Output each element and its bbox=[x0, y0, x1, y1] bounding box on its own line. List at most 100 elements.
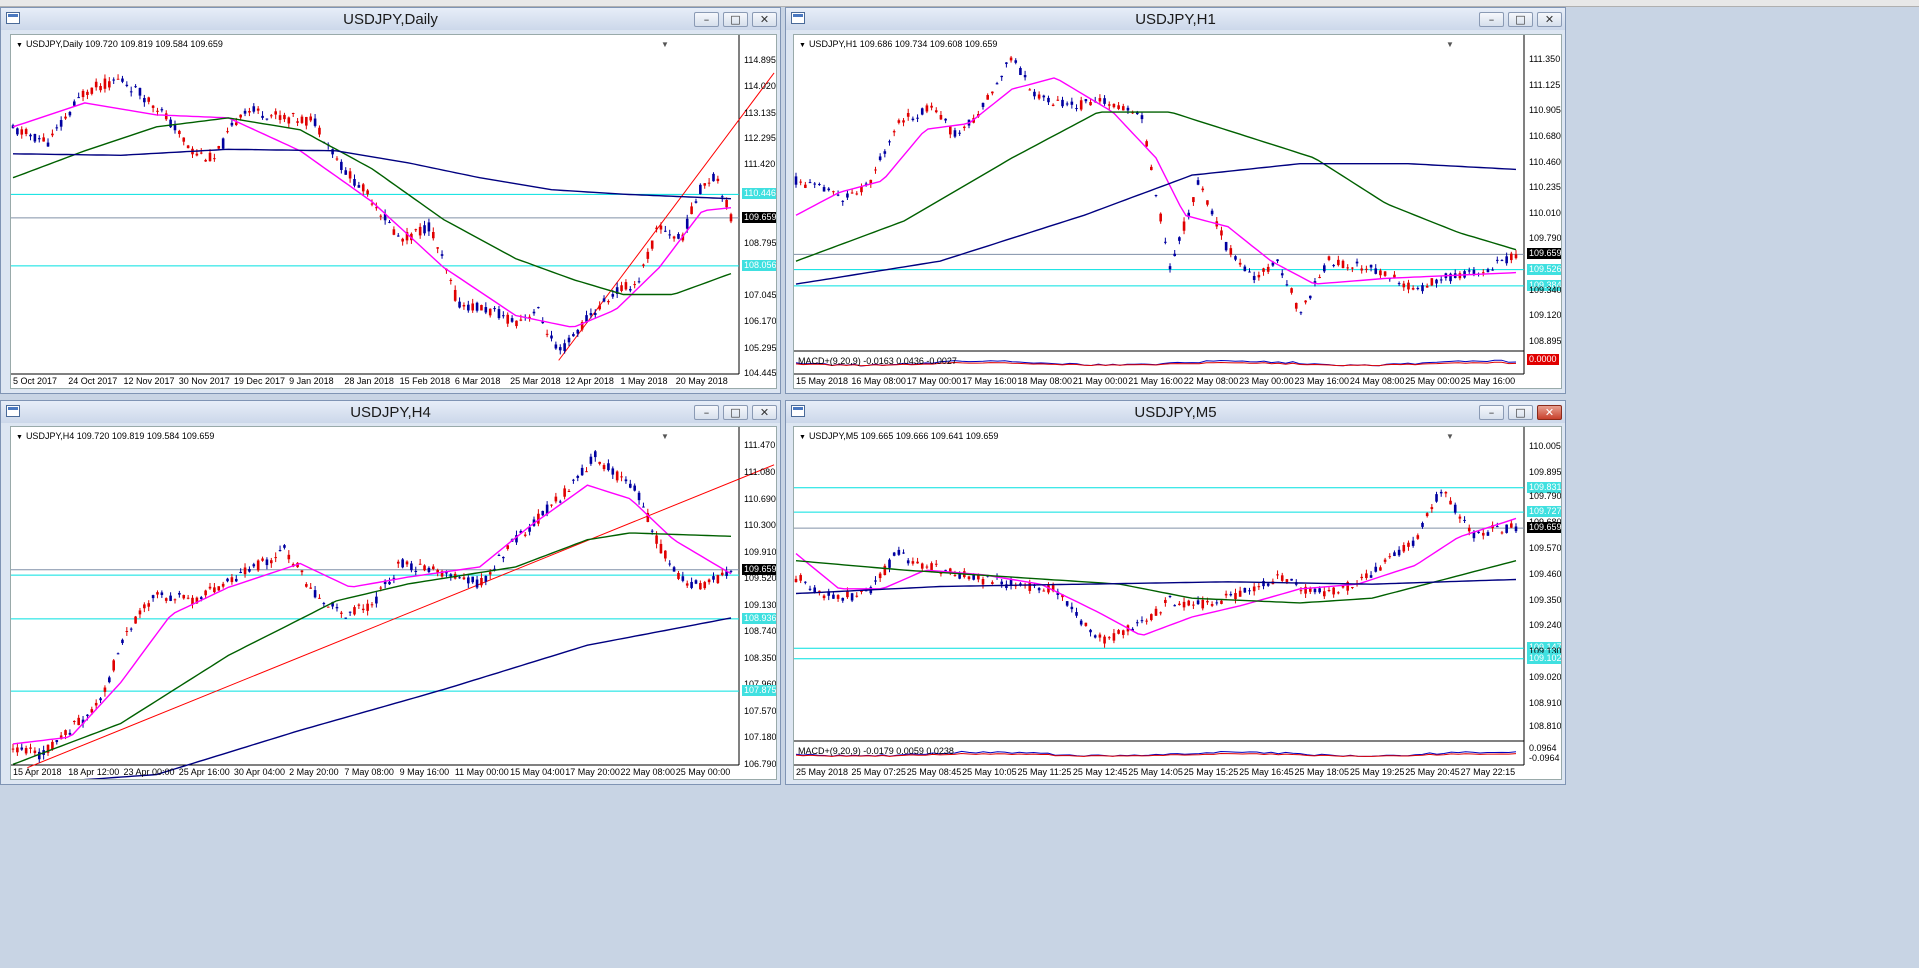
candle-body bbox=[1500, 532, 1504, 534]
level-price-label: 109.831 bbox=[1527, 481, 1562, 493]
candle-body bbox=[81, 719, 85, 724]
candle-body bbox=[37, 138, 41, 140]
candle-body bbox=[392, 577, 396, 579]
candle-body bbox=[1360, 268, 1364, 271]
close-button[interactable]: ✕ bbox=[752, 12, 777, 27]
price-chart[interactable]: ▼ USDJPY,Daily 109.720 109.819 109.584 10… bbox=[10, 34, 777, 389]
candle-body bbox=[278, 115, 282, 120]
window-titlebar[interactable]: USDJPY,H4 – □ ✕ bbox=[1, 401, 780, 423]
legend-dropdown-icon[interactable]: ▼ bbox=[799, 42, 806, 49]
candle-body bbox=[1495, 526, 1499, 528]
price-tick-label: 107.180 bbox=[744, 732, 777, 743]
maximize-button[interactable]: □ bbox=[723, 405, 748, 420]
candle-body bbox=[1430, 507, 1434, 510]
price-tick-label: 107.570 bbox=[744, 705, 777, 716]
candle-body bbox=[712, 576, 715, 580]
legend-dropdown-icon[interactable]: ▼ bbox=[16, 434, 23, 441]
price-tick-label: 109.520 bbox=[744, 573, 777, 584]
time-tick-label: 15 Feb 2018 bbox=[399, 376, 451, 386]
candle-body bbox=[414, 570, 418, 572]
candle-body bbox=[1453, 504, 1457, 513]
minimize-button[interactable]: – bbox=[694, 12, 719, 27]
legend-dropdown-icon[interactable]: ▼ bbox=[799, 434, 806, 441]
candle-body bbox=[1000, 75, 1004, 78]
candle-body bbox=[1365, 268, 1368, 270]
minimize-button[interactable]: – bbox=[694, 405, 719, 420]
candle-body bbox=[103, 78, 107, 89]
candle-body bbox=[1145, 620, 1148, 622]
price-tick-label: 111.470 bbox=[744, 440, 776, 451]
candle-body bbox=[169, 595, 172, 601]
candle-body bbox=[1009, 57, 1013, 61]
time-tick-label: 17 May 16:00 bbox=[962, 376, 1017, 386]
candle-body bbox=[1206, 600, 1209, 603]
candle-body bbox=[563, 488, 566, 497]
price-chart-canvas[interactable] bbox=[794, 35, 1562, 389]
time-tick-label: 25 May 12:45 bbox=[1072, 767, 1128, 777]
maximize-button[interactable]: □ bbox=[723, 12, 748, 27]
candle-body bbox=[234, 122, 238, 125]
price-chart-canvas[interactable] bbox=[11, 35, 777, 389]
candle-body bbox=[642, 264, 645, 266]
candle-body bbox=[278, 550, 282, 552]
price-tick-label: 108.740 bbox=[744, 626, 777, 637]
candle-body bbox=[361, 608, 365, 611]
time-tick-label: 25 Apr 16:00 bbox=[178, 767, 230, 777]
price-chart-canvas[interactable] bbox=[794, 427, 1562, 780]
close-button[interactable]: ✕ bbox=[1537, 12, 1562, 27]
price-chart[interactable]: ▼ USDJPY,M5 109.665 109.666 109.641 109.6… bbox=[793, 426, 1562, 780]
candle-body bbox=[948, 126, 952, 135]
candle-body bbox=[1009, 579, 1013, 586]
candle-body bbox=[497, 309, 501, 319]
candle-body bbox=[668, 563, 672, 565]
time-tick-label: 25 Mar 2018 bbox=[510, 376, 561, 386]
candle-body bbox=[841, 200, 845, 202]
legend-dropdown-icon[interactable]: ▼ bbox=[16, 42, 23, 49]
chart-window-usdjpy-h4[interactable]: USDJPY,H4 – □ ✕ ▼ USDJPY,H4 109.720 109.8… bbox=[0, 400, 781, 785]
candle-body bbox=[1033, 91, 1036, 97]
price-tick-label: 110.680 bbox=[1529, 131, 1561, 142]
candle-body bbox=[449, 279, 453, 281]
chart-window-usdjpy-daily[interactable]: USDJPY,Daily – □ ✕ ▼ USDJPY,Daily 109.720… bbox=[0, 7, 781, 394]
time-tick-label: 22 May 08:00 bbox=[1183, 376, 1239, 386]
candle-body bbox=[270, 115, 273, 117]
price-tick-label: -0.0964 bbox=[1529, 753, 1560, 763]
chart-window-usdjpy-h1[interactable]: USDJPY,H1 – □ ✕ ▼ USDJPY,H1 109.686 109.7… bbox=[785, 7, 1566, 394]
candle-body bbox=[484, 575, 488, 582]
price-chart-canvas[interactable] bbox=[11, 427, 777, 780]
window-titlebar[interactable]: USDJPY,Daily – □ ✕ bbox=[1, 8, 780, 30]
price-tick-label: 110.460 bbox=[1529, 156, 1561, 167]
candle-body bbox=[256, 560, 260, 571]
window-titlebar[interactable]: USDJPY,M5 – □ ✕ bbox=[786, 401, 1565, 423]
candle-body bbox=[383, 213, 387, 221]
chart-window-usdjpy-m5[interactable]: USDJPY,M5 – □ ✕ ▼ USDJPY,M5 109.665 109.6… bbox=[785, 400, 1566, 785]
maximize-button[interactable]: □ bbox=[1508, 12, 1533, 27]
candle-body bbox=[287, 117, 291, 124]
close-button[interactable]: ✕ bbox=[752, 405, 777, 420]
candle-body bbox=[598, 305, 601, 310]
candle-body bbox=[230, 122, 234, 126]
macd-legend: MACD+(9,20,9) -0.0179 0.0059 0.0238 bbox=[798, 746, 954, 756]
candle-body bbox=[1224, 593, 1228, 596]
candle-body bbox=[94, 81, 98, 88]
close-button[interactable]: ✕ bbox=[1537, 405, 1562, 420]
minimize-button[interactable]: – bbox=[1479, 405, 1504, 420]
candle-body bbox=[589, 313, 593, 316]
candle-body bbox=[1252, 586, 1256, 592]
price-tick-label: 109.020 bbox=[1529, 672, 1562, 683]
maximize-button[interactable]: □ bbox=[1508, 405, 1533, 420]
level-price-label: 107.875 bbox=[742, 685, 777, 697]
candle-body bbox=[1486, 532, 1490, 536]
time-tick-label: 16 May 08:00 bbox=[851, 376, 906, 386]
candle-body bbox=[55, 127, 59, 129]
candle-body bbox=[243, 110, 247, 114]
price-chart[interactable]: ▼ USDJPY,H1 109.686 109.734 109.608 109.6… bbox=[793, 34, 1562, 389]
candle-body bbox=[1089, 629, 1092, 633]
price-chart[interactable]: ▼ USDJPY,H4 109.720 109.819 109.584 109.6… bbox=[10, 426, 777, 780]
minimize-button[interactable]: – bbox=[1479, 12, 1504, 27]
price-tick-label: 112.295 bbox=[744, 132, 776, 143]
window-titlebar[interactable]: USDJPY,H1 – □ ✕ bbox=[786, 8, 1565, 30]
candle-body bbox=[396, 561, 400, 564]
candle-body bbox=[1491, 269, 1494, 271]
candle-body bbox=[357, 185, 361, 188]
